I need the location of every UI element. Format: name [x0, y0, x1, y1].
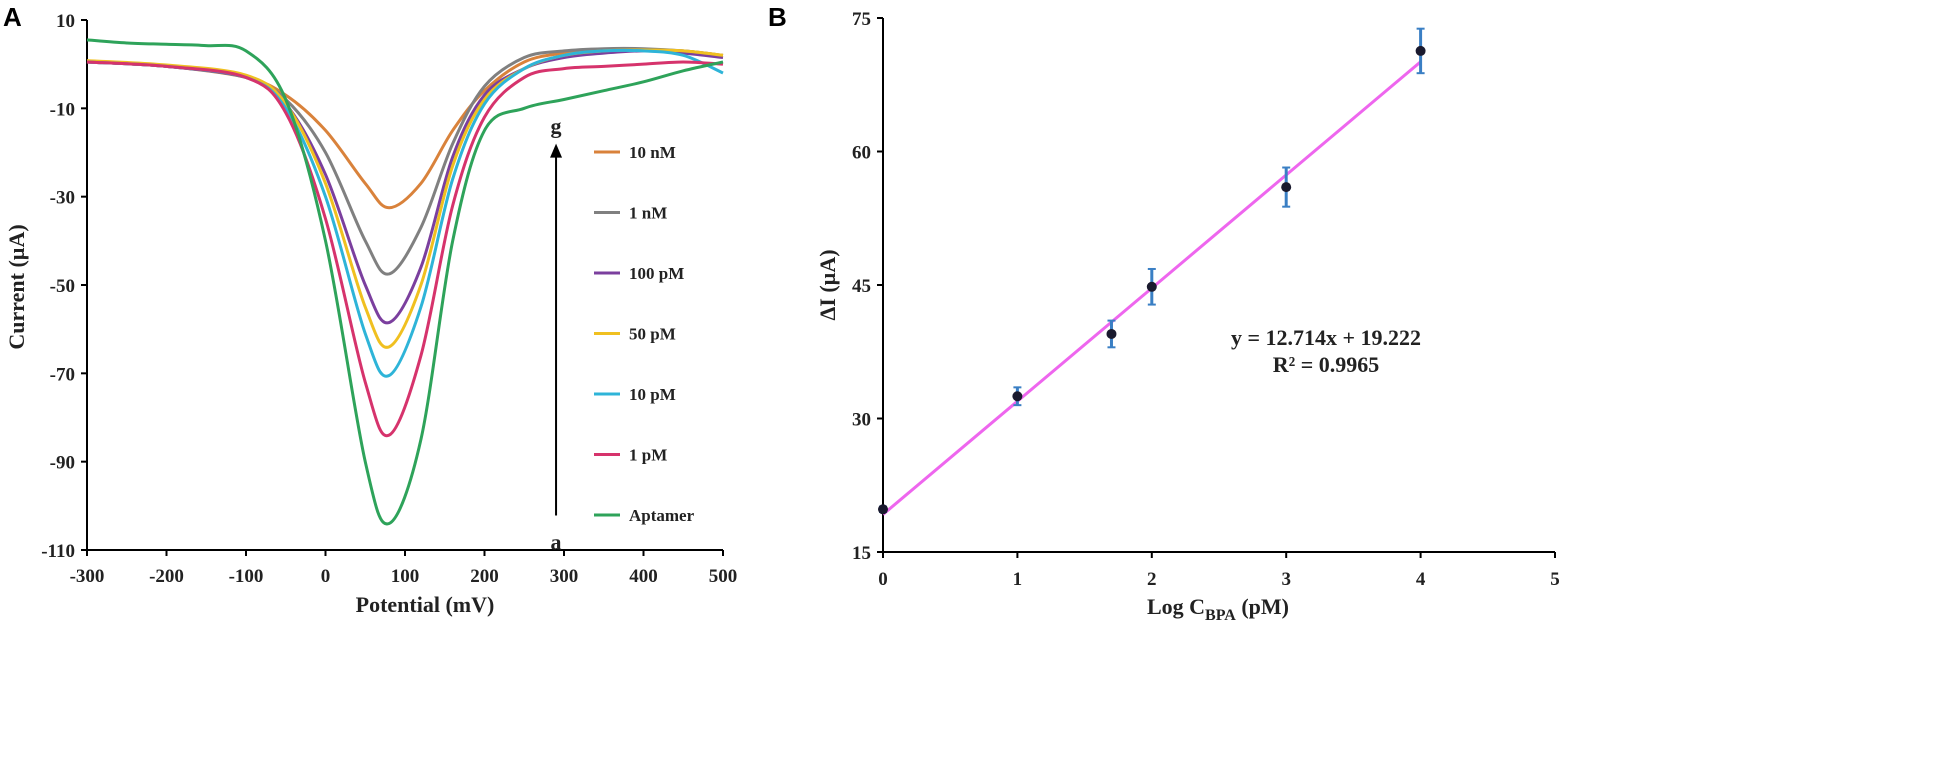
chart-a-x-tick-label: 100 — [391, 566, 420, 587]
chart-b-y-tick-label: 45 — [852, 276, 871, 297]
legend-label: 100 pM — [629, 264, 684, 283]
chart-b-y-title: ΔI (µA) — [815, 249, 840, 320]
legend-label: 1 pM — [629, 446, 667, 465]
chart-a-x-tick-label: 500 — [709, 566, 738, 587]
chart-b-x-tick-label: 0 — [878, 569, 888, 590]
legend-label: 10 nM — [629, 143, 676, 162]
concentration-arrow: ag — [550, 114, 563, 555]
chart-b-x-ticks: 0 1 2 3 4 5 — [878, 552, 1560, 590]
chart-a-x-tick-label: 200 — [470, 566, 499, 587]
arrow-end-label: g — [551, 114, 562, 139]
chart-b-x-tick-label: 2 — [1147, 569, 1157, 590]
chart-a-y-tick-label: -90 — [50, 453, 75, 474]
chart-a: 10 -10 -30 -50 -70 -90 -110 -300 -200 -100 0 100 20… — [4, 11, 737, 617]
chart-a-y-tick-label: -110 — [41, 541, 75, 562]
legend-label: 50 pM — [629, 325, 676, 344]
chart-a-y-tick-label: -30 — [50, 188, 75, 209]
chart-b-y-tick-label: 60 — [852, 143, 871, 164]
r-squared: R² = 0.9965 — [1273, 352, 1380, 377]
chart-a-y-tick-label: -50 — [50, 276, 75, 297]
arrow-start-label: a — [551, 530, 562, 555]
chart-a-x-title: Potential (mV) — [356, 592, 495, 617]
data-point — [1281, 182, 1292, 193]
chart-b-y-tick-label: 75 — [852, 9, 871, 30]
data-point — [1415, 45, 1426, 56]
chart-a-y-ticks: 10 -10 -30 -50 -70 -90 -110 — [41, 11, 87, 562]
chart-b-x-tick-label: 5 — [1550, 569, 1560, 590]
chart-a-legend: 10 nM 1 nM 100 pM 50 pM 10 pM 1 pM Aptamer — [594, 143, 695, 525]
series-line-aptamer — [86, 38, 724, 526]
chart-a-x-tick-label: -100 — [229, 566, 264, 587]
chart-b-y-tick-label: 15 — [852, 543, 871, 564]
chart-a-y-tick-label: -70 — [50, 364, 75, 385]
chart-a-x-tick-label: -200 — [149, 566, 184, 587]
arrow-head — [550, 143, 563, 158]
legend-label: 1 nM — [629, 204, 667, 223]
regression-equation: y = 12.714x + 19.222 — [1231, 325, 1421, 350]
series-line-10-nm — [86, 48, 724, 210]
chart-b-y-ticks: 15 30 45 60 75 — [852, 9, 883, 564]
data-point — [1012, 391, 1023, 402]
chart-a-x-tick-label: 400 — [629, 566, 658, 587]
legend-label: 10 pM — [629, 385, 676, 404]
data-point — [1146, 281, 1157, 292]
chart-b-y-tick-label: 30 — [852, 410, 871, 431]
data-point — [878, 504, 888, 515]
chart-a-x-tick-label: -300 — [70, 566, 105, 587]
chart-b-x-tick-label: 3 — [1281, 569, 1291, 590]
legend-label: Aptamer — [629, 506, 695, 525]
chart-a-series — [86, 38, 724, 526]
series-line-1-pm — [86, 60, 724, 438]
chart-b-x-title-sub: BPA — [1205, 607, 1236, 624]
series-line-1-nm — [86, 46, 724, 276]
panel-b-label: B — [768, 2, 787, 32]
chart-b-x-title: Log CBPA (pM) — [1147, 594, 1289, 624]
chart-b-points — [878, 27, 1426, 515]
panel-a-label: A — [3, 2, 22, 32]
chart-a-x-ticks: -300 -200 -100 0 100 200 300 400 500 — [70, 550, 738, 587]
chart-a-x-tick-label: 0 — [321, 566, 331, 587]
chart-a-y-tick-label: 10 — [56, 11, 75, 32]
chart-b-x-tick-label: 4 — [1416, 569, 1426, 590]
chart-a-x-tick-label: 300 — [550, 566, 579, 587]
chart-b-x-tick-label: 1 — [1013, 569, 1023, 590]
series-line-100-pm — [86, 49, 724, 325]
chart-b-x-title-main: Log C — [1147, 594, 1205, 619]
chart-b-x-title-unit: (pM) — [1236, 594, 1289, 619]
chart-a-y-title: Current (µA) — [4, 224, 29, 349]
data-point — [1106, 328, 1117, 339]
chart-a-y-tick-label: -10 — [50, 99, 75, 120]
